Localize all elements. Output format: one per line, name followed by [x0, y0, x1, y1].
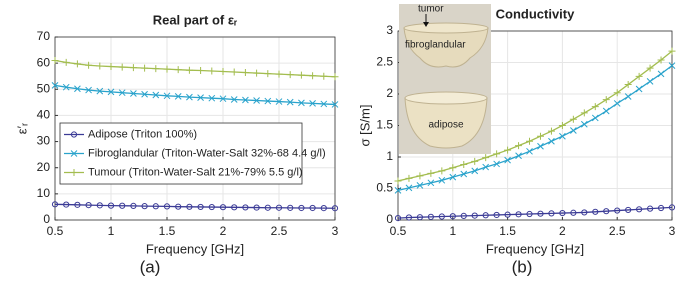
x-tick-label: 2 [220, 224, 227, 238]
y-tick-label: 20 [37, 160, 51, 174]
x-tick-label: 0.5 [47, 224, 64, 238]
x-tick-label: 1 [108, 224, 115, 238]
y-tick-label: 50 [37, 81, 51, 95]
y-tick-label: 0.5 [376, 181, 393, 195]
y-tick-label: 40 [37, 108, 51, 122]
y-tick-label: 10 [37, 186, 51, 200]
y-axis-label: ε′ᵣ [14, 123, 29, 134]
x-tick-label: 2.5 [609, 224, 626, 238]
legend-label: Tumour (Triton-Water-Salt 21%-79% 5.5 g/… [88, 166, 303, 178]
y-tick-label: 1 [386, 149, 393, 163]
x-tick-label: 2 [559, 224, 566, 238]
fibroglandular-rim [404, 23, 488, 33]
panel-label: (b) [512, 257, 533, 276]
inset-label: adipose [428, 120, 463, 131]
legend-label: Fibroglandular (Triton-Water-Salt 32%-68… [88, 147, 326, 159]
y-tick-label: 0 [386, 212, 393, 226]
inset-photo [399, 4, 491, 154]
y-tick-label: 2.5 [376, 55, 393, 69]
y-tick-label: 2 [386, 86, 393, 100]
y-tick-label: 30 [37, 134, 51, 148]
y-tick-label: 70 [37, 29, 51, 43]
chart-title: Real part of εᵣ [153, 12, 238, 27]
legend-label: Adipose (Triton 100%) [88, 128, 197, 140]
x-axis-label: Frequency [GHz] [486, 241, 584, 256]
x-axis-label: Frequency [GHz] [146, 241, 244, 256]
y-tick-label: 1.5 [376, 118, 393, 132]
y-tick-label: 60 [37, 55, 51, 69]
chart-title: Conductivity [496, 6, 575, 21]
panel-label: (a) [140, 257, 161, 276]
y-axis-label: σ [S/m] [357, 105, 372, 147]
y-tick-label: 3 [386, 23, 393, 37]
adipose-rim [405, 92, 487, 104]
y-tick-label: 0 [43, 212, 50, 226]
x-tick-label: 1.5 [159, 224, 176, 238]
x-tick-label: 0.5 [390, 224, 407, 238]
x-tick-label: 3 [332, 224, 339, 238]
inset-label: tumor [418, 4, 444, 15]
x-tick-label: 1.5 [499, 224, 516, 238]
x-tick-label: 2.5 [271, 224, 288, 238]
figure: 0.511.522.53010203040506070Real part of … [0, 0, 676, 289]
x-tick-label: 1 [449, 224, 456, 238]
inset-label: fibroglandular [405, 40, 466, 51]
x-tick-label: 3 [669, 224, 676, 238]
